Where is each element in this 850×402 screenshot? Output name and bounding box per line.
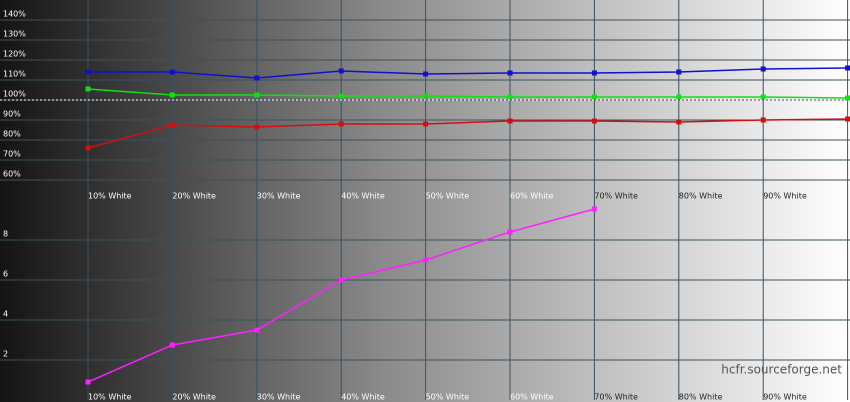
- data-point: [85, 379, 91, 385]
- data-point: [591, 206, 597, 212]
- x-tick-label: 20% White: [172, 393, 216, 402]
- data-point: [507, 94, 513, 100]
- watermark: hcfr.sourceforge.net: [721, 363, 842, 377]
- y-tick-label: 2: [3, 350, 8, 359]
- data-point: [760, 66, 766, 72]
- data-point: [85, 69, 91, 75]
- y-tick-label: 100%: [3, 90, 26, 99]
- x-tick-label: 70% White: [594, 393, 638, 402]
- data-point: [845, 65, 850, 71]
- x-tick-label: 80% White: [679, 393, 723, 402]
- x-tick-label: 50% White: [426, 393, 470, 402]
- data-point: [254, 124, 260, 130]
- data-point: [591, 70, 597, 76]
- data-point: [591, 94, 597, 100]
- x-tick-label: 40% White: [341, 192, 385, 201]
- x-tick-label: 80% White: [679, 192, 723, 201]
- x-tick-label: 30% White: [257, 192, 301, 201]
- data-point: [423, 93, 429, 99]
- data-point: [676, 69, 682, 75]
- y-tick-label: 8: [3, 230, 8, 239]
- data-point: [423, 257, 429, 263]
- y-tick-label: 90%: [3, 110, 21, 119]
- data-point: [591, 118, 597, 124]
- data-point: [254, 75, 260, 81]
- x-tick-label: 60% White: [510, 393, 554, 402]
- data-point: [254, 92, 260, 98]
- data-point: [338, 277, 344, 283]
- data-point: [254, 327, 260, 333]
- series-line: [88, 67, 848, 79]
- data-point: [845, 116, 850, 122]
- x-tick-label: 60% White: [510, 192, 554, 201]
- x-tick-label: 70% White: [594, 192, 638, 201]
- data-point: [338, 121, 344, 127]
- data-point: [169, 342, 175, 348]
- x-tick-label: 10% White: [88, 393, 132, 402]
- data-point: [507, 229, 513, 235]
- data-point: [338, 68, 344, 74]
- y-tick-label: 6: [3, 270, 8, 279]
- data-point: [760, 117, 766, 123]
- data-point: [338, 93, 344, 99]
- x-tick-label: 90% White: [763, 393, 807, 402]
- y-tick-label: 70%: [3, 150, 21, 159]
- y-tick-label: 130%: [3, 30, 26, 39]
- series-line: [87, 88, 848, 99]
- x-tick-label: 50% White: [426, 192, 470, 201]
- data-point: [507, 118, 513, 124]
- data-point: [423, 71, 429, 77]
- data-point: [169, 69, 175, 75]
- x-tick-label: 30% White: [257, 393, 301, 402]
- y-tick-label: 110%: [3, 70, 26, 79]
- data-point: [676, 119, 682, 125]
- data-point: [507, 70, 513, 76]
- data-point: [85, 86, 91, 92]
- series-line: [87, 118, 848, 149]
- x-tick-label: 90% White: [763, 192, 807, 201]
- y-tick-label: 120%: [3, 50, 26, 59]
- data-point: [169, 122, 175, 128]
- data-point: [85, 145, 91, 151]
- data-point: [760, 94, 766, 100]
- x-tick-label: 40% White: [341, 393, 385, 402]
- x-tick-label: 20% White: [172, 192, 216, 201]
- data-point: [423, 121, 429, 127]
- y-tick-label: 80%: [3, 130, 21, 139]
- y-tick-label: 60%: [3, 170, 21, 179]
- y-tick-label: 140%: [3, 10, 26, 19]
- x-tick-label: 10% White: [88, 192, 132, 201]
- y-tick-label: 4: [3, 310, 8, 319]
- data-point: [676, 94, 682, 100]
- data-point: [169, 92, 175, 98]
- data-point: [845, 95, 850, 101]
